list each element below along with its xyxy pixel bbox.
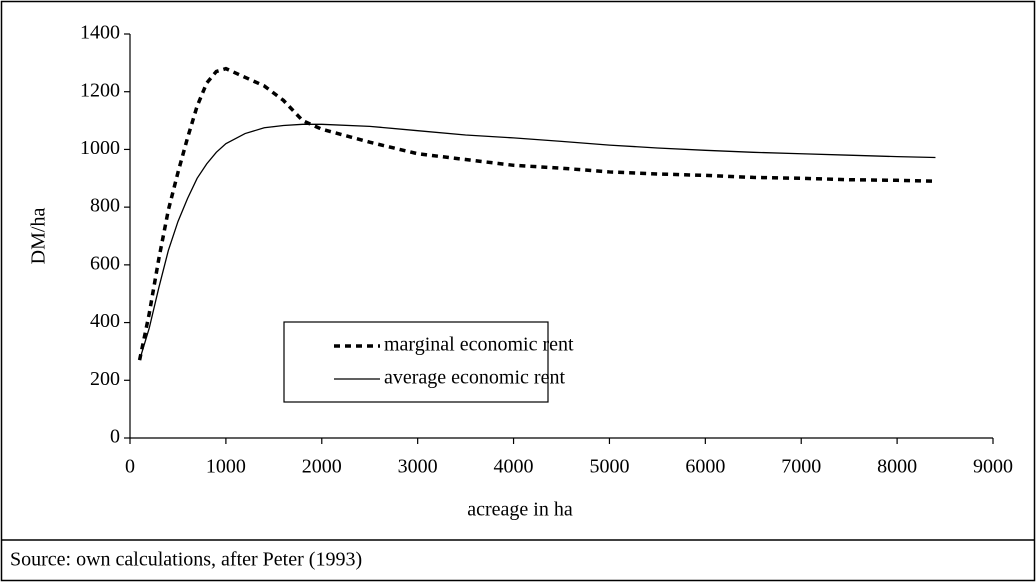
- data-line: [138, 123, 936, 361]
- y-tick-label: 0: [110, 426, 120, 448]
- x-tick-label: 2000: [302, 456, 342, 478]
- x-tick-label: 9000: [973, 456, 1013, 478]
- y-tick-label: 1200: [80, 79, 120, 101]
- y-axis-label: DM/ha: [28, 208, 50, 265]
- x-tick-label: 5000: [589, 456, 629, 478]
- data-line: [137, 66, 936, 361]
- x-tick-label: 7000: [781, 456, 821, 478]
- x-tick-label: 4000: [494, 456, 534, 478]
- source-note: Source: own calculations, after Peter (1…: [10, 549, 362, 571]
- legend-label: average economic rent: [384, 367, 565, 389]
- x-axis-label: acreage in ha: [467, 499, 573, 521]
- x-tick-label: 6000: [685, 456, 725, 478]
- y-tick-label: 800: [90, 195, 120, 217]
- x-tick-label: 3000: [398, 456, 438, 478]
- y-tick-label: 600: [90, 252, 120, 274]
- x-tick-label: 8000: [877, 456, 917, 478]
- legend-label: marginal economic rent: [384, 334, 574, 356]
- y-tick-label: 1000: [80, 137, 120, 159]
- legend-box: [283, 321, 549, 403]
- x-tick-label: 1000: [206, 456, 246, 478]
- y-tick-label: 1400: [80, 22, 120, 44]
- y-tick-label: 200: [90, 368, 120, 390]
- x-tick-label: 0: [125, 456, 135, 478]
- y-tick-label: 400: [90, 310, 120, 332]
